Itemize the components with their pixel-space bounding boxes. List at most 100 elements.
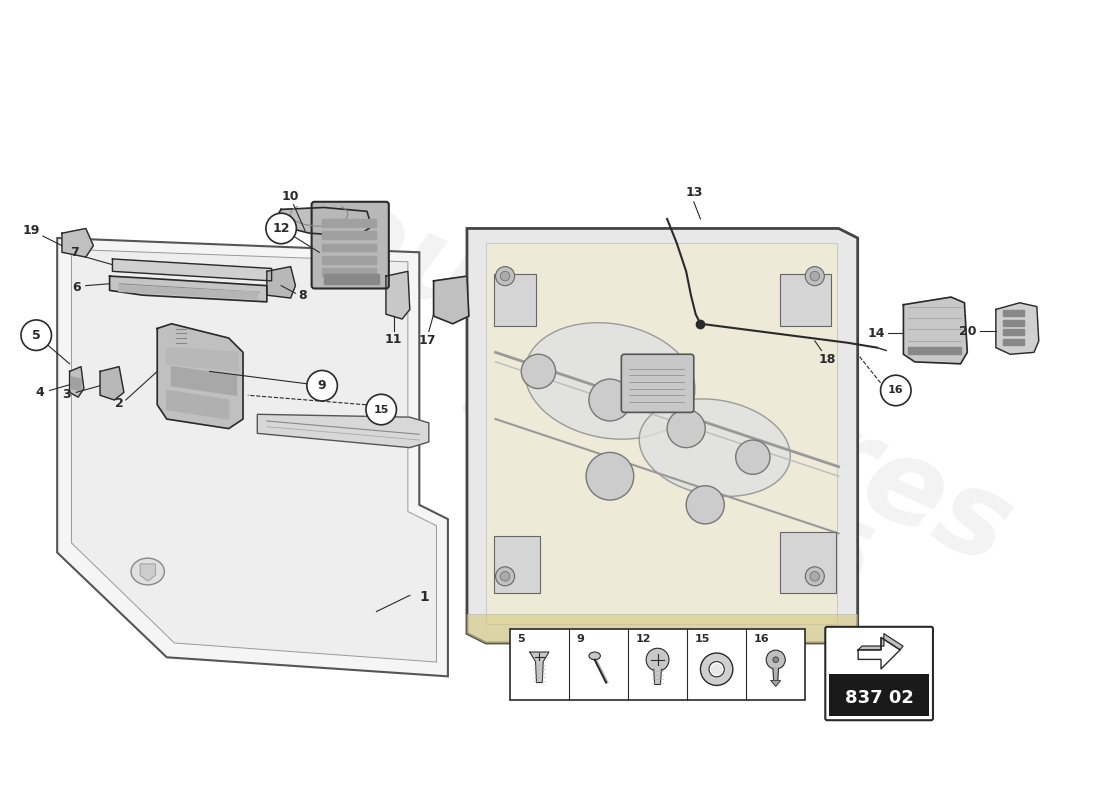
Polygon shape	[322, 256, 376, 264]
FancyBboxPatch shape	[780, 531, 836, 593]
Polygon shape	[119, 286, 257, 299]
FancyBboxPatch shape	[621, 354, 694, 412]
Circle shape	[496, 566, 515, 586]
Circle shape	[266, 214, 296, 244]
Text: 837 02: 837 02	[845, 689, 914, 706]
Circle shape	[500, 571, 509, 581]
Text: 10: 10	[282, 190, 299, 202]
Polygon shape	[322, 219, 376, 226]
Bar	[509, 629, 805, 700]
Circle shape	[805, 266, 824, 286]
Text: eurospares: eurospares	[305, 171, 1030, 590]
Text: 16: 16	[888, 386, 903, 395]
Text: 18: 18	[818, 353, 836, 366]
Text: 6: 6	[72, 281, 80, 294]
Polygon shape	[903, 297, 967, 364]
Circle shape	[710, 662, 724, 677]
Text: 15: 15	[374, 405, 389, 414]
Text: 5: 5	[32, 329, 41, 342]
Polygon shape	[69, 366, 84, 397]
Ellipse shape	[525, 322, 695, 439]
Text: 2: 2	[114, 398, 123, 410]
Circle shape	[805, 566, 824, 586]
Text: a passion for: a passion for	[454, 377, 766, 557]
Circle shape	[667, 410, 705, 448]
Text: 7: 7	[70, 246, 79, 258]
Circle shape	[521, 354, 556, 389]
Text: 17: 17	[418, 334, 436, 347]
Polygon shape	[172, 366, 236, 395]
Text: 1: 1	[419, 590, 429, 604]
Polygon shape	[996, 302, 1038, 354]
Polygon shape	[167, 347, 239, 371]
Circle shape	[736, 440, 770, 474]
Circle shape	[767, 650, 785, 670]
Circle shape	[773, 657, 779, 662]
Text: 12: 12	[273, 222, 290, 235]
Polygon shape	[62, 229, 94, 257]
Ellipse shape	[131, 558, 164, 585]
Polygon shape	[324, 274, 380, 284]
Polygon shape	[72, 377, 81, 390]
Polygon shape	[530, 652, 549, 662]
FancyBboxPatch shape	[780, 274, 830, 326]
Text: 16: 16	[754, 634, 769, 645]
FancyBboxPatch shape	[825, 627, 933, 720]
Polygon shape	[140, 564, 155, 581]
Polygon shape	[1002, 339, 1024, 345]
Polygon shape	[433, 276, 469, 324]
Polygon shape	[858, 638, 900, 669]
Bar	[829, 674, 930, 716]
Circle shape	[588, 379, 631, 421]
Polygon shape	[322, 269, 376, 276]
Circle shape	[711, 663, 723, 675]
Circle shape	[810, 571, 820, 581]
Polygon shape	[167, 390, 229, 419]
Text: 8: 8	[299, 289, 307, 302]
Text: 14: 14	[868, 326, 886, 340]
Text: 5: 5	[517, 634, 525, 645]
Polygon shape	[1002, 330, 1024, 335]
Polygon shape	[1002, 320, 1024, 326]
Circle shape	[701, 653, 733, 686]
Polygon shape	[771, 681, 781, 686]
Polygon shape	[57, 238, 448, 676]
Text: 4: 4	[35, 386, 44, 399]
Circle shape	[307, 370, 338, 401]
Polygon shape	[157, 324, 243, 429]
Text: 12: 12	[636, 634, 651, 645]
Polygon shape	[468, 614, 858, 643]
FancyBboxPatch shape	[494, 536, 540, 593]
Polygon shape	[386, 271, 410, 319]
Circle shape	[500, 271, 509, 281]
Text: 15: 15	[695, 634, 711, 645]
Circle shape	[586, 453, 634, 500]
FancyBboxPatch shape	[494, 274, 536, 326]
Circle shape	[686, 486, 724, 524]
Text: 1985: 1985	[640, 438, 884, 610]
Polygon shape	[486, 242, 837, 624]
Text: 20: 20	[958, 325, 976, 338]
Text: 9: 9	[576, 634, 584, 645]
Ellipse shape	[639, 399, 790, 497]
Polygon shape	[1002, 310, 1024, 316]
Bar	[829, 630, 930, 674]
Polygon shape	[858, 634, 903, 650]
Text: 9: 9	[318, 379, 327, 392]
Circle shape	[810, 271, 820, 281]
Polygon shape	[267, 266, 296, 298]
Polygon shape	[468, 229, 858, 643]
Polygon shape	[653, 670, 661, 685]
Polygon shape	[100, 366, 124, 400]
Polygon shape	[322, 244, 376, 251]
Polygon shape	[322, 231, 376, 239]
Text: 19: 19	[23, 224, 40, 237]
Text: 13: 13	[685, 186, 703, 198]
Circle shape	[366, 394, 396, 425]
Circle shape	[881, 375, 911, 406]
Circle shape	[496, 266, 515, 286]
Ellipse shape	[588, 652, 601, 660]
Polygon shape	[112, 259, 272, 281]
Polygon shape	[536, 662, 543, 682]
Polygon shape	[72, 250, 437, 662]
